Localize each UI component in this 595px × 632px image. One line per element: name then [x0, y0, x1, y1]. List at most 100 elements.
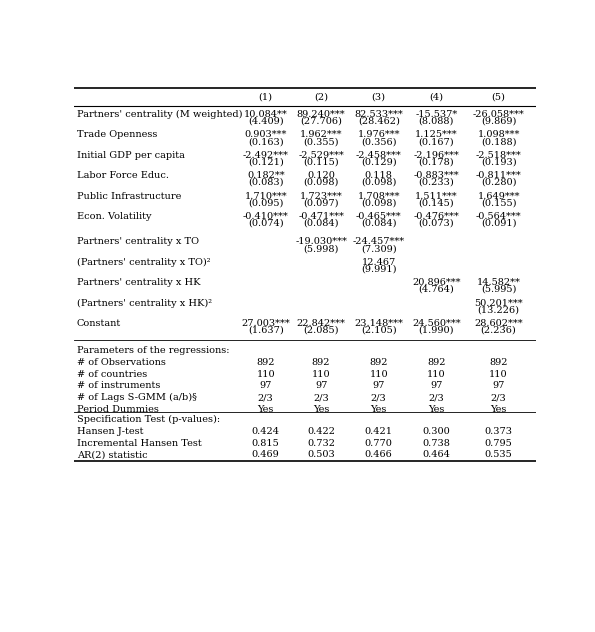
Text: 20.896***: 20.896*** [412, 278, 461, 287]
Text: 1.125***: 1.125*** [415, 130, 458, 139]
Text: (0.280): (0.280) [481, 178, 516, 187]
Text: 2/3: 2/3 [491, 393, 506, 402]
Text: (0.121): (0.121) [248, 157, 284, 166]
Text: (7.309): (7.309) [361, 244, 396, 253]
Text: (0.145): (0.145) [418, 198, 454, 207]
Text: 110: 110 [256, 370, 275, 379]
Text: 27.003***: 27.003*** [242, 319, 290, 328]
Text: 1.098***: 1.098*** [477, 130, 520, 139]
Text: 1.708***: 1.708*** [358, 191, 400, 200]
Text: (0.084): (0.084) [361, 219, 396, 228]
Text: 110: 110 [427, 370, 446, 379]
Text: 0.503: 0.503 [307, 451, 335, 459]
Text: # of countries: # of countries [77, 370, 147, 379]
Text: -0.811***: -0.811*** [476, 171, 521, 180]
Text: 2/3: 2/3 [428, 393, 444, 402]
Text: (0.178): (0.178) [418, 157, 454, 166]
Text: Period Dummies: Period Dummies [77, 404, 158, 414]
Text: 892: 892 [312, 358, 330, 367]
Text: Yes: Yes [490, 404, 507, 414]
Text: (Partners' centrality x TO)²: (Partners' centrality x TO)² [77, 258, 210, 267]
Text: (5): (5) [491, 93, 506, 102]
Text: (0.091): (0.091) [481, 219, 516, 228]
Text: (4.764): (4.764) [418, 285, 454, 294]
Text: (1.990): (1.990) [419, 326, 454, 335]
Text: 0.466: 0.466 [365, 451, 393, 459]
Text: (0.097): (0.097) [303, 198, 339, 207]
Text: 1.511***: 1.511*** [415, 191, 458, 200]
Text: (0.193): (0.193) [481, 157, 516, 166]
Text: Specification Test (p-values):: Specification Test (p-values): [77, 415, 220, 425]
Text: (2.105): (2.105) [361, 326, 396, 335]
Text: AR(2) statistic: AR(2) statistic [77, 451, 148, 459]
Text: 1.649***: 1.649*** [477, 191, 520, 200]
Text: (2.085): (2.085) [303, 326, 339, 335]
Text: 0.182**: 0.182** [247, 171, 284, 180]
Text: 0.300: 0.300 [422, 427, 450, 436]
Text: Incremental Hansen Test: Incremental Hansen Test [77, 439, 202, 447]
Text: -0.564***: -0.564*** [476, 212, 521, 221]
Text: 892: 892 [489, 358, 508, 367]
Text: 0.469: 0.469 [252, 451, 280, 459]
Text: # of instruments: # of instruments [77, 381, 160, 391]
Text: (8.088): (8.088) [419, 116, 454, 126]
Text: 0.732: 0.732 [307, 439, 335, 447]
Text: 97: 97 [372, 381, 385, 391]
Text: 0.770: 0.770 [365, 439, 393, 447]
Text: (5.995): (5.995) [481, 285, 516, 294]
Text: Partners' centrality x TO: Partners' centrality x TO [77, 237, 199, 246]
Text: 0.120: 0.120 [307, 171, 335, 180]
Text: 24.560***: 24.560*** [412, 319, 461, 328]
Text: (4.409): (4.409) [248, 116, 284, 126]
Text: 22.842***: 22.842*** [297, 319, 346, 328]
Text: -2.458***: -2.458*** [356, 150, 402, 160]
Text: 892: 892 [369, 358, 388, 367]
Text: 28.602***: 28.602*** [474, 319, 523, 328]
Text: 110: 110 [312, 370, 330, 379]
Text: 50.201***: 50.201*** [474, 298, 523, 308]
Text: (0.115): (0.115) [303, 157, 339, 166]
Text: -19.030***: -19.030*** [295, 237, 347, 246]
Text: 82.533***: 82.533*** [355, 110, 403, 119]
Text: (27.706): (27.706) [300, 116, 342, 126]
Text: (0.167): (0.167) [418, 137, 454, 146]
Text: 89.240***: 89.240*** [297, 110, 345, 119]
Text: (0.355): (0.355) [303, 137, 339, 146]
Text: 0.815: 0.815 [252, 439, 280, 447]
Text: 23.148***: 23.148*** [354, 319, 403, 328]
Text: -2.492***: -2.492*** [243, 150, 289, 160]
Text: 0.738: 0.738 [422, 439, 450, 447]
Text: (0.155): (0.155) [481, 198, 516, 207]
Text: 110: 110 [369, 370, 388, 379]
Text: -2.529***: -2.529*** [298, 150, 344, 160]
Text: 97: 97 [493, 381, 505, 391]
Text: 0.535: 0.535 [485, 451, 512, 459]
Text: Yes: Yes [371, 404, 387, 414]
Text: 0.424: 0.424 [252, 427, 280, 436]
Text: (Partners' centrality x HK)²: (Partners' centrality x HK)² [77, 298, 212, 308]
Text: 2/3: 2/3 [258, 393, 274, 402]
Text: (4): (4) [430, 93, 443, 102]
Text: 1.962***: 1.962*** [300, 130, 342, 139]
Text: (3): (3) [372, 93, 386, 102]
Text: Initial GDP per capita: Initial GDP per capita [77, 150, 184, 160]
Text: 2/3: 2/3 [371, 393, 387, 402]
Text: 0.795: 0.795 [485, 439, 512, 447]
Text: 97: 97 [315, 381, 327, 391]
Text: Partners' centrality (M weighted): Partners' centrality (M weighted) [77, 110, 242, 119]
Text: -2.196***: -2.196*** [414, 150, 459, 160]
Text: (0.083): (0.083) [248, 178, 283, 187]
Text: Labor Force Educ.: Labor Force Educ. [77, 171, 168, 180]
Text: 892: 892 [427, 358, 446, 367]
Text: (1): (1) [259, 93, 273, 102]
Text: Yes: Yes [313, 404, 329, 414]
Text: 0.118: 0.118 [365, 171, 393, 180]
Text: -26.058***: -26.058*** [473, 110, 524, 119]
Text: 1.710***: 1.710*** [245, 191, 287, 200]
Text: 110: 110 [489, 370, 508, 379]
Text: (0.163): (0.163) [248, 137, 284, 146]
Text: 0.373: 0.373 [484, 427, 513, 436]
Text: 892: 892 [256, 358, 275, 367]
Text: 1.976***: 1.976*** [358, 130, 400, 139]
Text: 0.421: 0.421 [365, 427, 393, 436]
